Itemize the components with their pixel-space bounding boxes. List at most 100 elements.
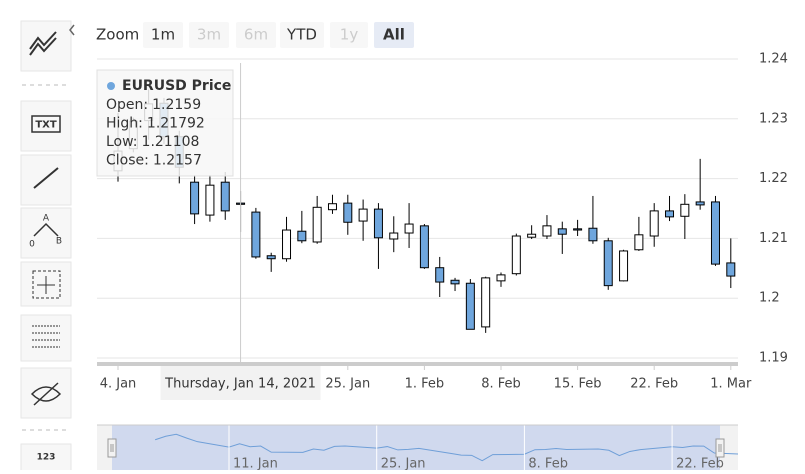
candle-body bbox=[282, 229, 292, 260]
candle-body bbox=[527, 233, 537, 238]
candle bbox=[619, 249, 629, 282]
x-tick-label: 22. Feb bbox=[630, 377, 678, 392]
line-button[interactable] bbox=[20, 154, 72, 206]
crosshair-label: Thursday, Jan 14, 2021 bbox=[164, 377, 316, 392]
candle-body bbox=[588, 227, 598, 242]
candle-body bbox=[389, 232, 399, 240]
zoom-button[interactable] bbox=[143, 22, 183, 48]
zoom-label: Zoom bbox=[96, 26, 139, 44]
navigator-tick-label: 11. Jan bbox=[233, 457, 278, 471]
zoom-button-label[interactable]: 6m bbox=[244, 26, 268, 44]
angle-label: A bbox=[43, 214, 50, 224]
tooltip-series-name: EURUSD Price bbox=[122, 78, 231, 94]
candle bbox=[649, 203, 659, 247]
candle-body bbox=[680, 203, 690, 217]
measure-icon-cross bbox=[37, 276, 55, 294]
candle-body bbox=[266, 255, 276, 260]
angle-button[interactable] bbox=[20, 207, 72, 259]
candle-body bbox=[373, 208, 383, 239]
table-button[interactable] bbox=[20, 314, 72, 362]
candle-body bbox=[251, 211, 261, 258]
y-tick-label: 1.21 bbox=[759, 231, 788, 246]
navigator-handle-grip bbox=[110, 444, 114, 452]
x-tick-label: 8. Feb bbox=[481, 377, 521, 392]
measure-icon bbox=[32, 270, 61, 299]
candle bbox=[251, 207, 261, 259]
navigator-handle-grip bbox=[718, 444, 722, 452]
candle bbox=[573, 219, 583, 237]
candle-body bbox=[634, 234, 644, 251]
text-icon: TXT bbox=[35, 120, 57, 131]
numbers-button[interactable] bbox=[20, 443, 72, 474]
zoom-buttons: 1m 3m 6m YTD 1y All bbox=[143, 22, 414, 48]
candle-body bbox=[358, 208, 368, 222]
candle-body bbox=[603, 240, 613, 287]
candle bbox=[419, 224, 429, 269]
candle-body bbox=[695, 201, 705, 206]
angle-icon bbox=[33, 222, 59, 237]
candle bbox=[710, 195, 720, 266]
candle-body bbox=[557, 228, 567, 235]
zoom-button-label[interactable]: All bbox=[383, 26, 405, 44]
zoom-button-label[interactable]: 1y bbox=[340, 26, 359, 44]
candle bbox=[312, 195, 322, 244]
numbers-icon: 123 bbox=[37, 453, 56, 463]
zoom-button-label[interactable]: 1m bbox=[151, 26, 175, 44]
tooltip-label: Low: bbox=[106, 134, 138, 150]
navigator-tick-label: 25. Jan bbox=[381, 457, 426, 471]
tooltip-label: High: bbox=[106, 116, 143, 132]
tooltip-box bbox=[96, 69, 234, 177]
tooltip-row: Open: 1.2159 bbox=[106, 97, 201, 113]
zoom-button[interactable] bbox=[236, 22, 276, 48]
candle bbox=[373, 203, 383, 269]
candle bbox=[726, 238, 736, 289]
candle-body bbox=[327, 203, 337, 211]
indicators-button[interactable] bbox=[20, 20, 72, 72]
navigator-handle[interactable] bbox=[107, 438, 117, 458]
candle bbox=[542, 215, 552, 239]
plot: 1.19 1.2 1.21 1.22 1.23 1.24 4. Jan 25. Jan 1. F… bbox=[96, 52, 788, 472]
tooltip-value: 1.21792 bbox=[147, 116, 205, 132]
candle bbox=[220, 172, 230, 220]
toolbar-separators bbox=[22, 84, 70, 431]
zoom-button[interactable] bbox=[374, 22, 414, 48]
y-tick-label: 1.19 bbox=[759, 351, 788, 366]
tooltip-label: Close: bbox=[106, 153, 149, 169]
navigator-handle[interactable] bbox=[715, 438, 725, 458]
zoom-button[interactable] bbox=[330, 22, 368, 48]
candle-body bbox=[665, 210, 675, 218]
x-tick-label: 1. Feb bbox=[405, 377, 445, 392]
zoom-button-label[interactable]: 3m bbox=[197, 26, 221, 44]
x-tick-label: 15. Feb bbox=[554, 377, 602, 392]
candle-body bbox=[542, 225, 552, 237]
zoom-button[interactable] bbox=[280, 22, 324, 48]
tooltip-row: Low: 1.21108 bbox=[106, 134, 199, 150]
candle-body bbox=[220, 181, 230, 212]
candle-body bbox=[726, 262, 736, 277]
candle bbox=[343, 194, 353, 235]
angle-label: 0 bbox=[29, 240, 35, 250]
x-tick-label: 1. Mar bbox=[710, 377, 752, 392]
candle bbox=[481, 276, 491, 333]
candle-body bbox=[450, 279, 460, 285]
candle bbox=[634, 216, 644, 251]
candle-body bbox=[343, 202, 353, 223]
tooltip-label: Open: bbox=[106, 97, 148, 113]
candle-body bbox=[465, 282, 475, 330]
candle bbox=[496, 272, 506, 287]
candle-body bbox=[297, 230, 307, 242]
navigator-line bbox=[154, 433, 738, 462]
candle bbox=[511, 233, 521, 276]
candle bbox=[665, 195, 675, 222]
x-tick-label: 25. Jan bbox=[325, 377, 370, 392]
zoom-button[interactable] bbox=[189, 22, 229, 48]
navigator-selection bbox=[112, 425, 720, 470]
candle bbox=[435, 256, 445, 298]
zoom-button-label[interactable]: YTD bbox=[286, 26, 317, 44]
text-button[interactable] bbox=[20, 100, 72, 152]
collapse-arrow[interactable] bbox=[69, 24, 75, 36]
candle-body bbox=[496, 274, 506, 282]
candle bbox=[680, 194, 690, 239]
candle bbox=[190, 175, 200, 225]
